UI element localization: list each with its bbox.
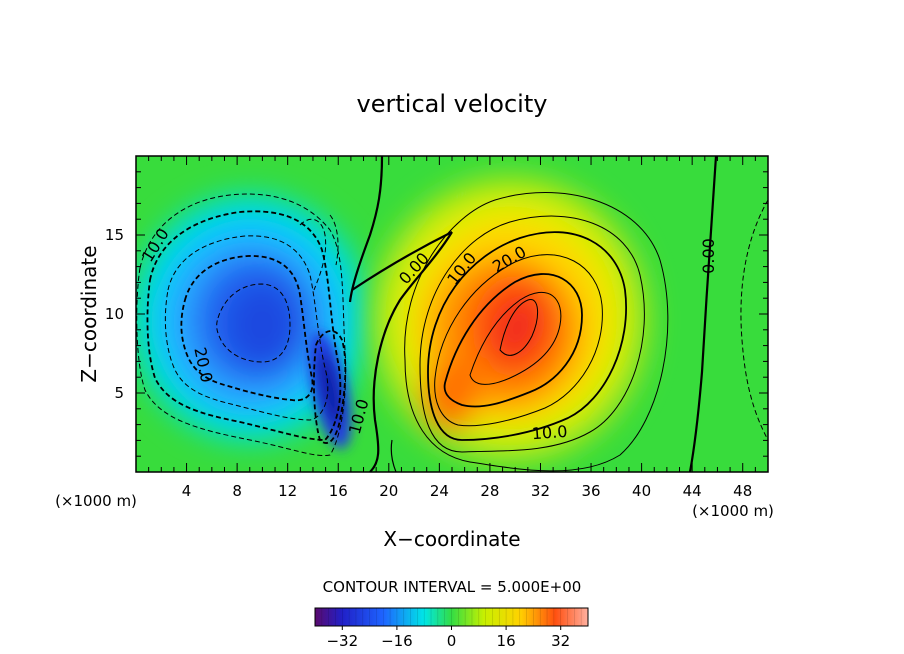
y-axis: 5 10 15 — [105, 171, 768, 457]
colorbar-tick-label: −16 — [381, 632, 413, 650]
x-unit-right: (×1000 m) — [692, 502, 774, 520]
x-tick-label: 4 — [182, 482, 192, 500]
x-tick-label: 12 — [278, 482, 297, 500]
x-axis-title: X−coordinate — [383, 527, 520, 551]
x-tick-label: 48 — [733, 482, 752, 500]
x-tick-label: 20 — [379, 482, 398, 500]
x-tick-label: 28 — [480, 482, 499, 500]
y-tick-label: 5 — [114, 384, 124, 402]
contour-lines — [136, 156, 768, 472]
y-tick-label: 15 — [105, 226, 124, 244]
x-unit-left: (×1000 m) — [55, 492, 137, 510]
colorbar-tick-label: 0 — [447, 632, 457, 650]
colorbar-steps — [321, 608, 582, 626]
velocity-field — [136, 156, 768, 472]
x-tick-label: 36 — [581, 482, 600, 500]
x-tick-label: 40 — [632, 482, 651, 500]
colorbar-tick-label: −32 — [326, 632, 358, 650]
x-tick-label: 44 — [683, 482, 702, 500]
y-axis-title: Z−coordinate — [77, 245, 101, 382]
contour-label: 0.00 — [699, 238, 718, 274]
colorbar: −32 −16 0 16 32 — [314, 607, 589, 650]
x-axis: 4 8 12 16 20 24 28 32 36 40 44 48 — [148, 156, 756, 500]
x-tick-label: 16 — [329, 482, 348, 500]
colorbar-tick-label: 32 — [551, 632, 570, 650]
contour-interval: CONTOUR INTERVAL = 5.000E+00 — [323, 578, 582, 596]
x-tick-label: 24 — [430, 482, 449, 500]
contour-label: 10.0 — [531, 422, 568, 443]
colorbar-ticks: −32 −16 0 16 32 — [326, 626, 570, 650]
colorbar-tick-label: 16 — [497, 632, 516, 650]
x-tick-label: 32 — [531, 482, 550, 500]
chart-title: vertical velocity — [357, 90, 548, 118]
y-tick-label: 10 — [105, 305, 124, 323]
x-tick-label: 8 — [232, 482, 242, 500]
